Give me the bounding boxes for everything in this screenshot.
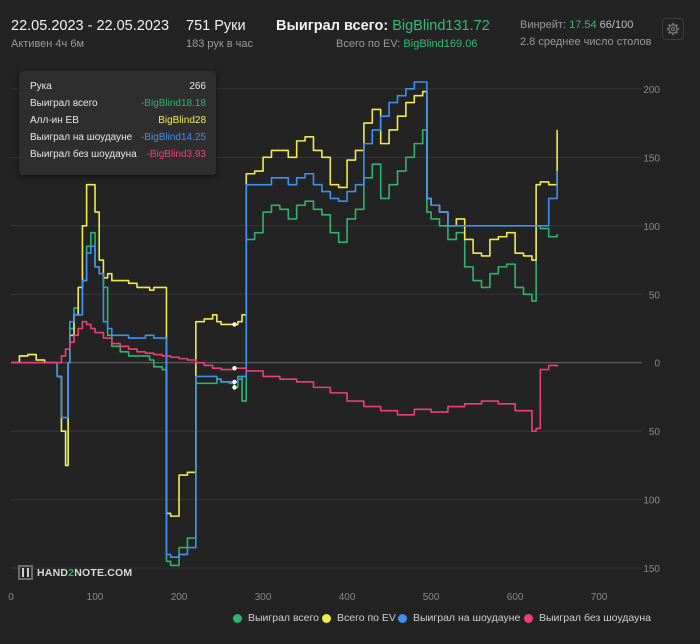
series-line-1 [11,90,558,517]
ev-total-value: BigBlind169.06 [403,38,478,50]
y-tick-label: 50 [649,427,661,438]
tooltip: Рука 266 Выиграл всего -BigBlind18.18 Ал… [19,71,216,175]
winrate-value: 17.54 [569,19,597,31]
gear-icon [666,22,680,36]
active-time: Активен 4ч 6м [11,38,85,50]
hover-point [232,322,237,327]
avg-tables: 2.8 среднее число столов [520,36,652,48]
hands-count: 751 Руки [186,18,246,34]
tooltip-row-won: Выиграл всего -BigBlind18.18 [30,98,206,112]
x-tick-label: 100 [87,592,104,603]
logo-icon [18,565,33,580]
tooltip-row-ev: Алл-ин EB BigBlind28 [30,115,206,129]
logo-text-c: NOTE.COM [74,566,133,579]
winrate-sample: 66/100 [596,19,634,31]
legend-label-won: Выиграл всего [248,612,319,624]
hover-point [232,385,237,390]
date-range: 22.05.2023 - 22.05.2023 [11,18,170,34]
tooltip-showdown-value: -BigBlind14.25 [140,132,206,143]
hand2note-logo: HAND 2 NOTE.COM [18,565,132,580]
tooltip-row-hand: Рука 266 [30,81,206,95]
hands-rate: 183 рук в час [186,38,254,50]
tooltip-nonshowdown-value: -BigBlind3.93 [146,149,206,160]
series-line-2 [11,81,558,558]
x-tick-label: 200 [171,592,188,603]
legend-label-nonshowdown: Выиграл без шоудауна [539,612,651,624]
header: 22.05.2023 - 22.05.2023 Активен 4ч 6м 75… [0,0,700,60]
y-tick-label: 150 [643,153,660,164]
series-line-3 [11,320,558,433]
logo-text-b: 2 [68,566,75,579]
hover-point [232,366,237,371]
legend-swatch-ev [322,613,331,623]
x-tick-label: 600 [507,592,524,603]
x-tick-label: 700 [591,592,608,603]
tooltip-hand-value: 266 [189,81,206,92]
legend-swatch-nonshowdown [524,613,533,623]
ev-total-label: Всего по EV: [336,38,404,50]
legend-swatch-won [233,613,242,623]
x-tick-label: 300 [255,592,272,603]
won-total: Выиграл всего: BigBlind131.72 [276,18,490,34]
ev-total: Всего по EV: BigBlind169.06 [336,38,477,50]
tooltip-row-nonshowdown: Выиграл без шоудауна -BigBlind3.93 [30,149,206,163]
tooltip-hand-label: Рука [30,81,52,92]
legend-item-ev[interactable]: Всего по EV [322,612,396,624]
legend-item-nonshowdown[interactable]: Выиграл без шоудауна [524,612,651,624]
legend-label-ev: Всего по EV [337,612,396,624]
legend: Выиграл всего Всего по EV Выиграл на шоу… [0,612,700,630]
tooltip-ev-label: Алл-ин EB [30,115,79,126]
x-tick-label: 500 [423,592,440,603]
y-tick-label: 100 [643,496,660,507]
hover-point [232,379,237,385]
tooltip-won-value: -BigBlind18.18 [140,98,206,109]
winrate-label: Винрейт: [520,19,570,31]
x-tick-label: 400 [339,592,356,603]
logo-text-a: HAND [37,566,69,579]
y-tick-label: 150 [643,564,660,575]
tooltip-nonshowdown-label: Выиграл без шоудауна [30,149,137,160]
tooltip-showdown-label: Выиграл на шоудауне [30,132,133,143]
won-total-label: Выиграл всего: [276,18,393,34]
y-tick-label: 100 [643,222,660,233]
settings-button[interactable] [662,18,684,40]
legend-label-showdown: Выиграл на шоудауне [413,612,521,624]
y-tick-label: 0 [654,359,660,370]
tooltip-row-showdown: Выиграл на шоудауне -BigBlind14.25 [30,132,206,146]
tooltip-won-label: Выиграл всего [30,98,98,109]
legend-item-won[interactable]: Выиграл всего [233,612,319,624]
y-tick-label: 200 [643,85,660,96]
winrate: Винрейт: 17.54 66/100 [520,19,633,31]
legend-item-showdown[interactable]: Выиграл на шоудауне [398,612,520,624]
y-tick-label: 50 [649,290,661,301]
x-tick-label: 0 [8,592,14,603]
won-total-value: BigBlind131.72 [392,18,490,34]
tooltip-ev-value: BigBlind28 [158,115,206,126]
legend-swatch-showdown [398,613,407,623]
